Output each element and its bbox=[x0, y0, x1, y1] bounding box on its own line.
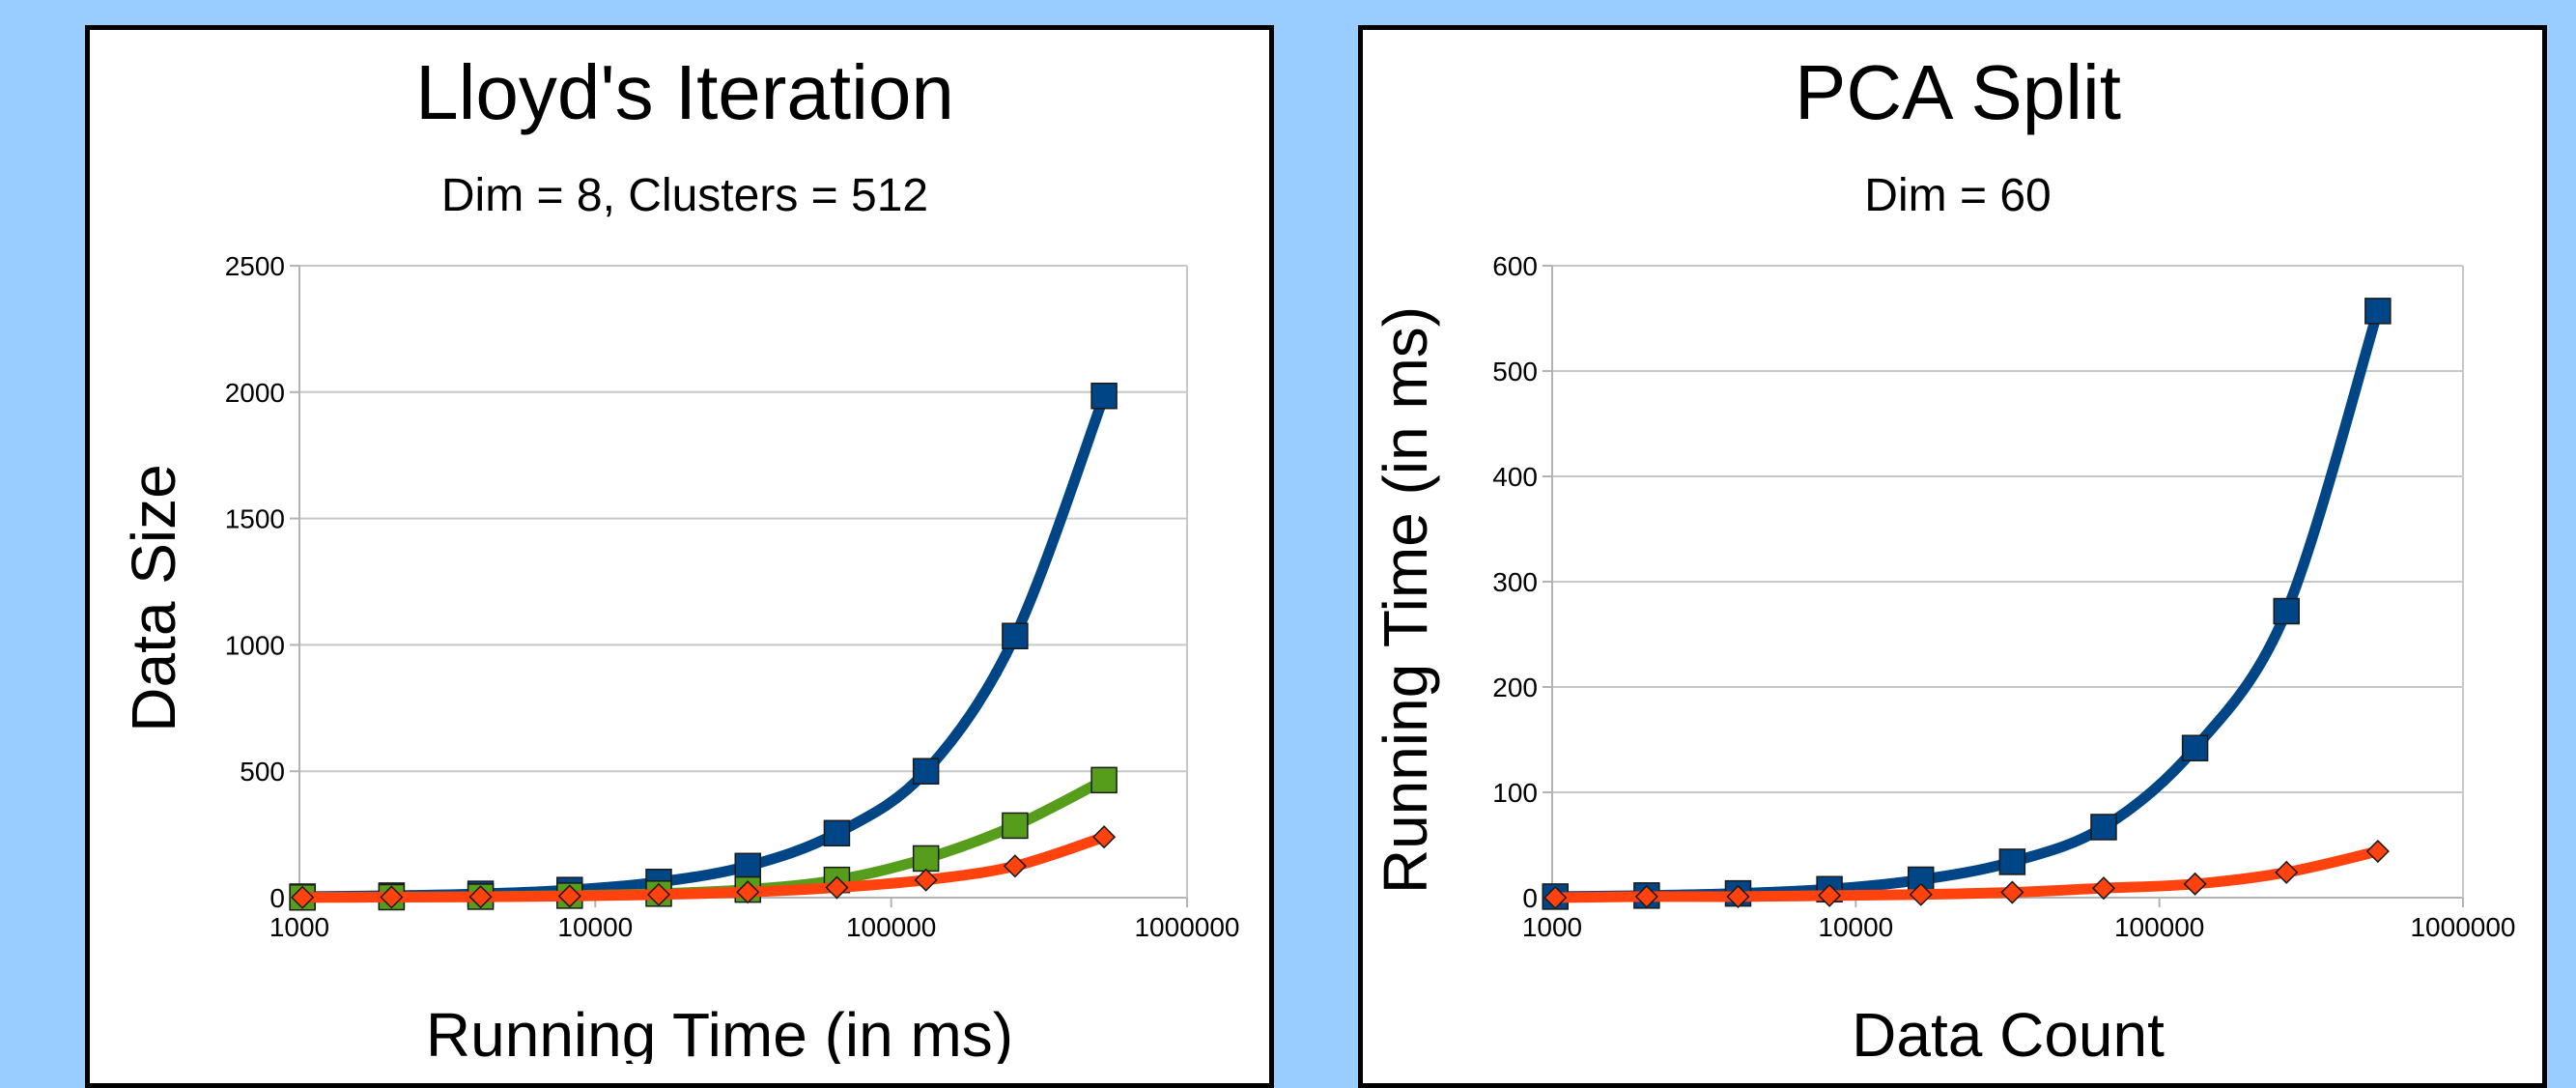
x-tick-label: 10000 bbox=[1818, 912, 1893, 942]
chart-panel-lloyd: Lloyd's Iteration Dim = 8, Clusters = 51… bbox=[85, 25, 1274, 1088]
pca-chart: PCA Split Dim = 60 Data Count Running Ti… bbox=[1371, 49, 2516, 1064]
series-line-1 bbox=[1549, 845, 2384, 903]
y-axis-label: Data Size bbox=[119, 464, 188, 731]
data-point bbox=[1002, 622, 1029, 649]
y-tick-label: 0 bbox=[1522, 883, 1538, 913]
x-axis-label: Data Count bbox=[1852, 1000, 2165, 1064]
y-tick-label: 600 bbox=[1492, 251, 1538, 281]
data-point bbox=[557, 884, 581, 908]
chart-panel-pca: PCA Split Dim = 60 Data Count Running Ti… bbox=[1358, 25, 2547, 1088]
data-point bbox=[1002, 812, 1029, 840]
y-tick-label: 2500 bbox=[225, 251, 285, 281]
chart-title: PCA Split bbox=[1795, 49, 2121, 135]
chart-subtitle: Dim = 60 bbox=[1864, 170, 2051, 221]
data-point bbox=[1090, 382, 1118, 410]
plot-area: 0 100 200 300 400 500 600 1000 10000 100000 100000… bbox=[1492, 251, 2515, 942]
data-point bbox=[736, 880, 760, 904]
chart-title: Lloyd's Iteration bbox=[415, 49, 954, 135]
x-tick-label: 1000 bbox=[1522, 912, 1582, 942]
x-tick-label: 100000 bbox=[2114, 912, 2204, 942]
y-tick-label: 400 bbox=[1492, 462, 1538, 492]
data-point bbox=[2091, 876, 2116, 901]
data-point bbox=[1818, 883, 1842, 907]
data-point bbox=[1909, 882, 1933, 906]
data-point bbox=[823, 819, 851, 847]
data-point bbox=[2183, 872, 2207, 896]
x-axis-label: Running Time (in ms) bbox=[426, 1000, 1013, 1064]
data-point bbox=[2364, 298, 2392, 325]
data-point bbox=[734, 852, 761, 880]
series-line-0 bbox=[1549, 305, 2384, 902]
data-point bbox=[2090, 814, 2117, 841]
y-tick-label: 100 bbox=[1492, 778, 1538, 808]
y-tick-label: 1500 bbox=[225, 504, 285, 534]
x-tick-label: 1000000 bbox=[2410, 912, 2515, 942]
y-tick-label: 500 bbox=[240, 757, 285, 787]
data-point bbox=[1726, 884, 1750, 908]
y-tick-label: 1000 bbox=[225, 630, 285, 660]
y-tick-label: 200 bbox=[1492, 673, 1538, 702]
x-tick-label: 10000 bbox=[557, 912, 633, 942]
y-tick-label: 300 bbox=[1492, 567, 1538, 597]
data-point bbox=[468, 885, 493, 909]
data-point bbox=[646, 882, 671, 906]
data-point bbox=[380, 885, 404, 909]
data-point bbox=[291, 885, 315, 909]
data-point bbox=[2275, 860, 2299, 884]
data-point bbox=[1090, 766, 1118, 794]
data-point bbox=[912, 845, 940, 873]
chart-subtitle: Dim = 8, Clusters = 512 bbox=[441, 170, 928, 221]
y-tick-label: 500 bbox=[1492, 357, 1538, 387]
x-tick-label: 100000 bbox=[846, 912, 936, 942]
data-point bbox=[2000, 880, 2024, 904]
data-point bbox=[2181, 734, 2209, 761]
data-point bbox=[825, 875, 849, 900]
y-tick-label: 2000 bbox=[225, 378, 285, 408]
series-line-2 bbox=[297, 831, 1110, 903]
series-line-0 bbox=[297, 390, 1110, 902]
data-point bbox=[1998, 848, 2026, 875]
x-tick-label: 1000000 bbox=[1134, 912, 1239, 942]
x-tick-label: 1000 bbox=[269, 912, 329, 942]
data-point bbox=[912, 758, 940, 785]
data-point bbox=[2273, 597, 2300, 625]
lloyd-chart: Lloyd's Iteration Dim = 8, Clusters = 51… bbox=[119, 49, 1240, 1064]
data-point bbox=[914, 868, 938, 892]
data-point bbox=[1092, 825, 1117, 849]
plot-area: 0 500 1000 1500 2000 2500 1000 10000 100000 10000… bbox=[225, 251, 1240, 942]
data-point bbox=[2365, 839, 2390, 864]
data-point bbox=[1003, 854, 1027, 878]
y-tick-label: 0 bbox=[269, 883, 285, 913]
data-point bbox=[1634, 884, 1658, 908]
y-axis-label: Running Time (in ms) bbox=[1371, 306, 1440, 894]
data-point bbox=[1543, 885, 1568, 910]
